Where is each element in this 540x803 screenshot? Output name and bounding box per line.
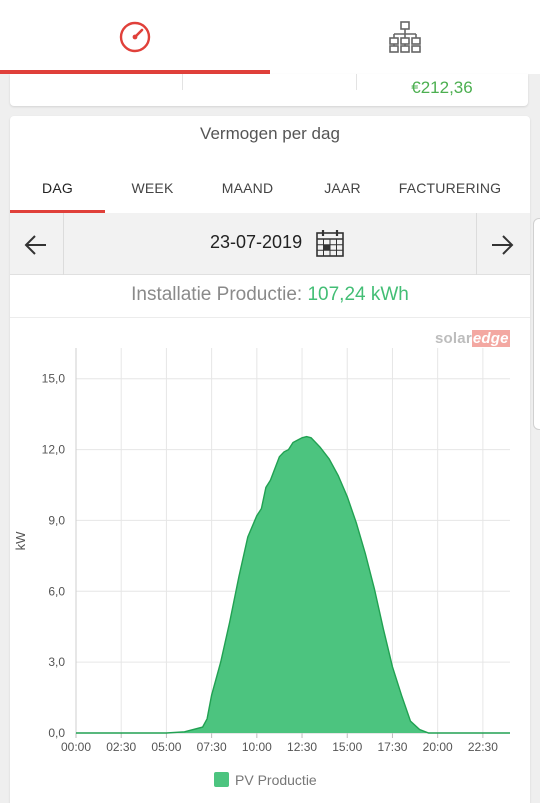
nav-tab-dashboard[interactable] — [0, 0, 270, 74]
tab-week[interactable]: WEEK — [131, 180, 174, 196]
y-tick-label: 3,0 — [48, 655, 65, 669]
solaredge-logo: solaredge — [435, 330, 510, 347]
tab-facturering[interactable]: FACTURERING — [398, 180, 502, 196]
x-tick-label: 22:30 — [468, 740, 498, 754]
x-tick-label: 12:30 — [287, 740, 317, 754]
production-divider — [10, 317, 530, 318]
date-separator — [476, 213, 477, 275]
y-tick-label: 12,0 — [42, 443, 66, 457]
y-axis-label: kW — [13, 531, 28, 551]
x-tick-label: 07:30 — [197, 740, 227, 754]
sitemap-icon — [389, 21, 421, 53]
tab-jaar[interactable]: JAAR — [324, 180, 361, 196]
date-separator — [63, 213, 64, 275]
nav-tab-indicator — [0, 70, 270, 74]
calendar-button[interactable] — [316, 229, 344, 262]
card-title: Vermogen per dag — [200, 124, 340, 143]
x-tick-label: 10:00 — [242, 740, 272, 754]
y-tick-label: 6,0 — [48, 584, 65, 598]
production-value: 107,24 kWh — [307, 284, 409, 305]
gauge-icon — [119, 21, 151, 53]
x-tick-label: 00:00 — [61, 740, 91, 754]
installation-production: Installatie Productie: 107,24 kWh — [10, 284, 530, 306]
summary-divider — [182, 74, 183, 90]
production-label: Installatie Productie: — [131, 284, 303, 305]
date-navigator: 23-07-2019 — [10, 213, 530, 275]
y-tick-label: 15,0 — [42, 372, 66, 386]
x-tick-label: 05:00 — [151, 740, 181, 754]
series-area — [76, 436, 510, 733]
tab-indicator — [10, 210, 105, 213]
calendar-icon — [316, 230, 344, 257]
x-tick-label: 02:30 — [106, 740, 136, 754]
series-line — [76, 435, 510, 734]
x-tick-label: 15:00 — [332, 740, 362, 754]
side-scroll-handle[interactable] — [533, 218, 540, 430]
nav-tab-layout[interactable] — [270, 0, 540, 74]
y-tick-label: 0,0 — [48, 726, 65, 740]
summary-divider — [356, 74, 357, 90]
x-tick-label: 17:30 — [377, 740, 407, 754]
summary-card: €212,36 — [10, 74, 528, 106]
arrow-right-icon — [492, 235, 514, 255]
x-tick-label: 20:00 — [423, 740, 453, 754]
legend-swatch — [214, 772, 229, 787]
previous-day-button[interactable] — [18, 227, 54, 263]
period-tabs: DAG WEEK MAAND JAAR FACTURERING — [10, 164, 530, 212]
arrow-left-icon — [24, 235, 46, 255]
next-day-button[interactable] — [484, 227, 520, 263]
income-value: €212,36 — [411, 78, 473, 97]
y-tick-label: 9,0 — [48, 513, 65, 527]
tab-dag[interactable]: DAG — [42, 180, 73, 196]
selected-date[interactable]: 23-07-2019 — [210, 232, 303, 252]
top-navigation — [0, 0, 540, 74]
tab-maand[interactable]: MAAND — [221, 180, 274, 196]
legend-label: PV Productie — [235, 772, 317, 788]
